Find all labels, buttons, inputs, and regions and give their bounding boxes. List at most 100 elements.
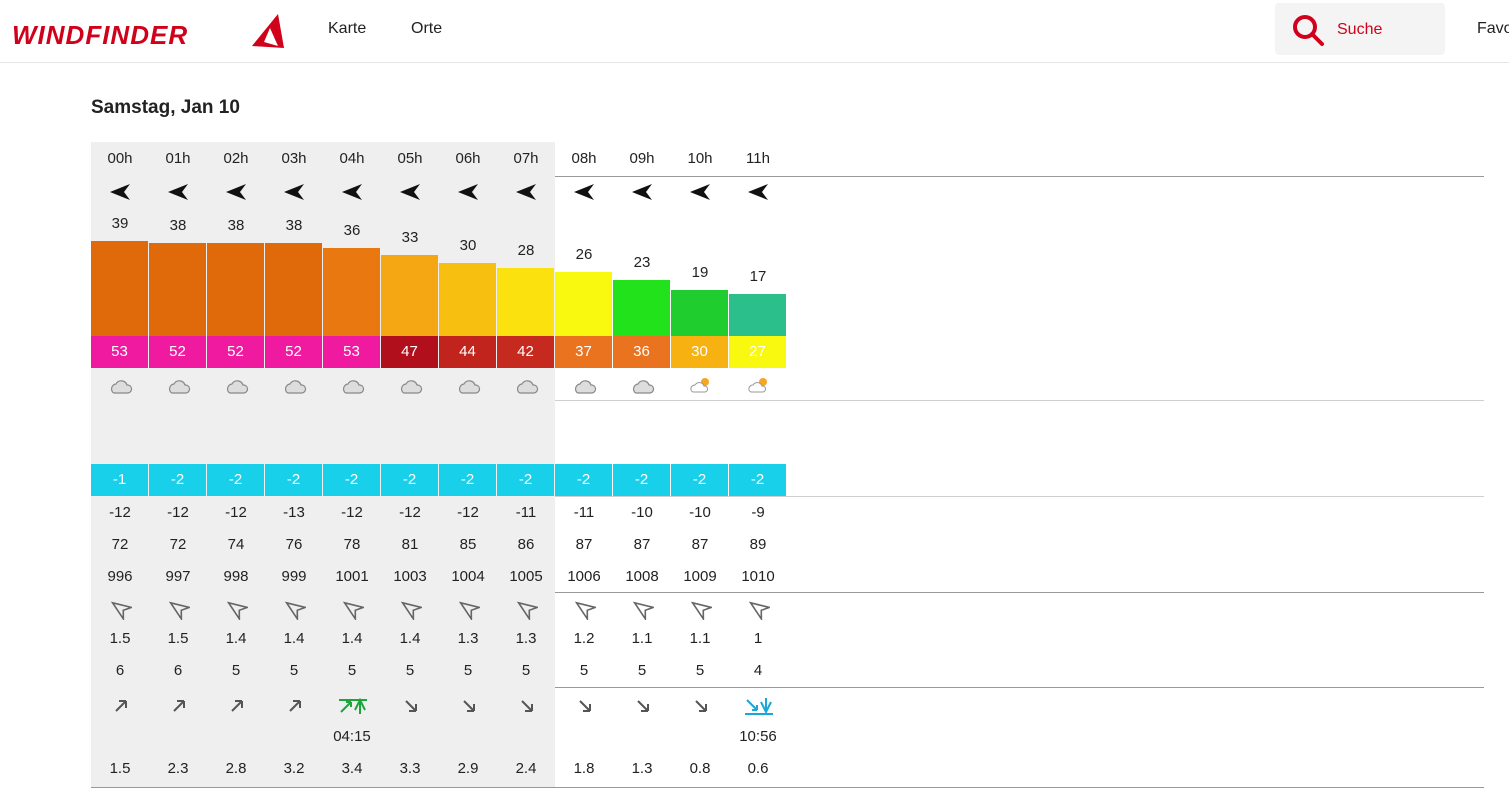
wave-period-cell: 5 [347, 662, 357, 679]
hour-label: 03h [281, 150, 307, 167]
windfinder-logo[interactable]: WINDFINDER [12, 12, 284, 52]
wind-gust-cell: 37 [555, 336, 612, 368]
hour-label: 11h [746, 150, 770, 167]
wave-height-cell: 1.4 [399, 630, 421, 647]
wave-period-cell: 5 [521, 662, 531, 679]
wind-direction-icon [690, 184, 710, 200]
wind-speed-bar [323, 248, 380, 336]
wind-speed-bar [613, 280, 670, 336]
wave-direction-icon [110, 601, 132, 620]
wave-height-cell: 1.3 [457, 630, 479, 647]
row-divider [91, 687, 1484, 688]
humidity-cell: 81 [401, 536, 419, 553]
pressure-cell: 1006 [567, 568, 601, 585]
temperature-cell: -2 [439, 464, 496, 496]
tide-up-icon [173, 700, 185, 712]
wind-direction-icon [632, 184, 652, 200]
wave-period-cell: 6 [115, 662, 125, 679]
pressure-cell: 997 [165, 568, 191, 585]
wind-speed-bar [91, 241, 148, 336]
nav-karte[interactable]: Karte [328, 20, 367, 37]
wave-period-cell: 5 [463, 662, 473, 679]
hour-column: 07h 28 42 -2 -11 86 1005 1.3 5 2.4 [497, 142, 555, 787]
wind-speed-label: 28 [517, 242, 535, 259]
top-header: WINDFINDER Karte Orte Suche Favo [0, 0, 1509, 63]
wave-period-cell: 5 [289, 662, 299, 679]
cloud-icon [400, 380, 423, 394]
wave-period-cell: 6 [173, 662, 183, 679]
wave-height-cell: 1.5 [109, 630, 131, 647]
hour-column: 01h 38 52 -2 -12 72 997 1.5 6 2.3 [149, 142, 207, 787]
sun-cloud-icon [690, 378, 709, 393]
hour-column: 09h 23 36 -2 -10 87 1008 1.1 5 1.3 [613, 142, 671, 787]
sun-cloud-icon [748, 378, 767, 393]
hour-column: 10h 19 30 -2 -10 87 1009 1.1 5 0.8 [671, 142, 729, 787]
hour-column: 08h 26 37 -2 -11 87 1006 1.2 5 1.8 [555, 142, 613, 787]
nav-orte[interactable]: Orte [411, 20, 443, 37]
wind-gust-cell: 47 [381, 336, 438, 368]
tide-height-cell: 2.8 [225, 760, 247, 777]
wind-gust-cell: 44 [439, 336, 496, 368]
humidity-cell: 87 [691, 536, 709, 553]
search-button[interactable]: Suche [1275, 3, 1445, 55]
wind-speed-label: 17 [749, 268, 767, 285]
hour-label: 08h [571, 150, 597, 167]
tide-height-cell: 3.3 [399, 760, 421, 777]
row-divider [91, 496, 1484, 497]
wave-period-cell: 5 [405, 662, 415, 679]
tide-down-icon [463, 700, 475, 712]
tide-down-icon [695, 700, 707, 712]
pressure-cell: 1003 [393, 568, 427, 585]
cloud-icon [516, 380, 539, 394]
tide-height-cell: 3.4 [341, 760, 363, 777]
pressure-cell: 1008 [625, 568, 659, 585]
pressure-cell: 1005 [509, 568, 543, 585]
humidity-cell: 72 [111, 536, 129, 553]
pressure-cell: 1009 [683, 568, 717, 585]
wind-gust-cell: 52 [207, 336, 264, 368]
wind-speed-bar [439, 263, 496, 336]
hour-column: 00h 39 53 -1 -12 72 996 1.5 6 1.5 [91, 142, 149, 787]
humidity-cell: 76 [285, 536, 303, 553]
hour-column: 03h 38 52 -2 -13 76 999 1.4 5 3.2 [265, 142, 323, 787]
pressure-cell: 1010 [741, 568, 775, 585]
row-divider [91, 787, 1484, 788]
hour-label: 01h [165, 150, 191, 167]
wind-gust-cell: 42 [497, 336, 554, 368]
tide-height-cell: 1.5 [109, 760, 131, 777]
hour-column: 04h 36 53 -2 -12 78 1001 1.4 5 04:15 3.4 [323, 142, 381, 787]
wind-gust-cell: 52 [149, 336, 206, 368]
dew-point-cell: -12 [167, 504, 189, 521]
hour-column: 02h 38 52 -2 -12 74 998 1.4 5 2.8 [207, 142, 265, 787]
pressure-cell: 996 [107, 568, 133, 585]
tide-time-label: 04:15 [333, 728, 371, 745]
forecast-table: 00h 39 53 -1 -12 72 996 1.5 6 1.5 01h 38 52 -2 -12 72 99… [91, 142, 1484, 792]
tide-height-cell: 1.8 [573, 760, 595, 777]
wave-direction-icon [400, 601, 422, 620]
wind-speed-label: 33 [401, 229, 419, 246]
dew-point-cell: -11 [573, 504, 595, 521]
humidity-cell: 86 [517, 536, 535, 553]
wave-period-cell: 5 [231, 662, 241, 679]
dew-point-cell: -10 [689, 504, 711, 521]
hour-column: 06h 30 44 -2 -12 85 1004 1.3 5 2.9 [439, 142, 497, 787]
hour-label: 00h [107, 150, 133, 167]
wind-speed-label: 19 [691, 264, 709, 281]
hour-label: 06h [455, 150, 481, 167]
wind-direction-icon [226, 184, 246, 200]
wave-height-cell: 1.2 [573, 630, 595, 647]
wind-direction-icon [168, 184, 188, 200]
tide-time-label: 10:56 [739, 728, 777, 745]
wind-speed-label: 36 [343, 222, 361, 239]
row-divider [91, 592, 1484, 593]
row-divider [91, 176, 1484, 177]
cloud-icon [284, 380, 307, 394]
row-divider [91, 400, 1484, 401]
wave-direction-icon [342, 601, 364, 620]
wave-direction-icon [574, 601, 596, 620]
wave-height-cell: 1.4 [341, 630, 363, 647]
dew-point-cell: -12 [109, 504, 131, 521]
wave-direction-icon [458, 601, 480, 620]
wind-speed-label: 30 [459, 237, 477, 254]
nav-favorites[interactable]: Favo [1477, 20, 1509, 37]
